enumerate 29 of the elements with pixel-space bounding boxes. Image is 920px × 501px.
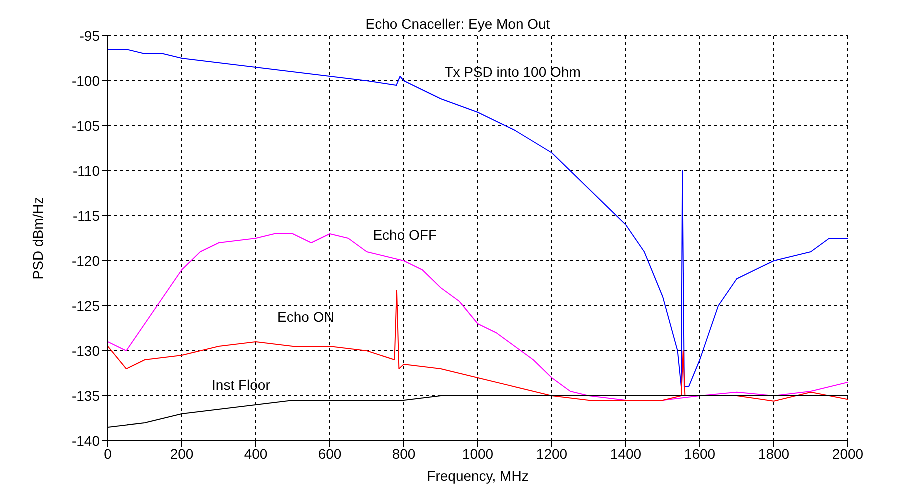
y-tick-label: -115 — [73, 208, 100, 224]
x-tick-label: 800 — [392, 446, 416, 462]
x-tick-label: 1400 — [610, 446, 642, 462]
x-tick-label: 2000 — [832, 446, 864, 462]
x-tick-label: 200 — [170, 446, 194, 462]
y-tick-label: -95 — [80, 28, 100, 44]
x-tick-label: 600 — [318, 446, 342, 462]
x-axis-title: Frequency, MHz — [427, 468, 529, 484]
chart-title: Echo Cnaceller: Eye Mon Out — [366, 16, 550, 32]
x-tick-label: 1800 — [758, 446, 790, 462]
series-label: Inst Floor — [212, 377, 271, 394]
line-series — [108, 290, 848, 402]
y-axis-title: PSD dBm/Hz — [30, 197, 46, 280]
y-tick-label: -120 — [72, 252, 100, 269]
y-tick-label: -105 — [72, 118, 100, 134]
series-label: Echo ON — [278, 308, 334, 325]
y-tick-label: -135 — [72, 388, 100, 404]
series-label: Echo OFF — [373, 226, 438, 243]
y-tick-label: -110 — [73, 162, 100, 179]
x-tick-label: 0 — [104, 446, 112, 462]
y-tick-label: -125 — [72, 298, 100, 314]
x-tick-label: 400 — [244, 446, 268, 462]
series-label: Tx PSD into 100 Ohm — [444, 64, 581, 80]
y-tick-label: -100 — [72, 72, 100, 89]
x-tick-label: 1600 — [684, 446, 716, 462]
y-tick-label: -130 — [72, 342, 100, 359]
y-tick-label: -140 — [72, 432, 100, 449]
x-tick-label: 1200 — [536, 446, 568, 462]
x-tick-label: 1000 — [462, 446, 494, 462]
